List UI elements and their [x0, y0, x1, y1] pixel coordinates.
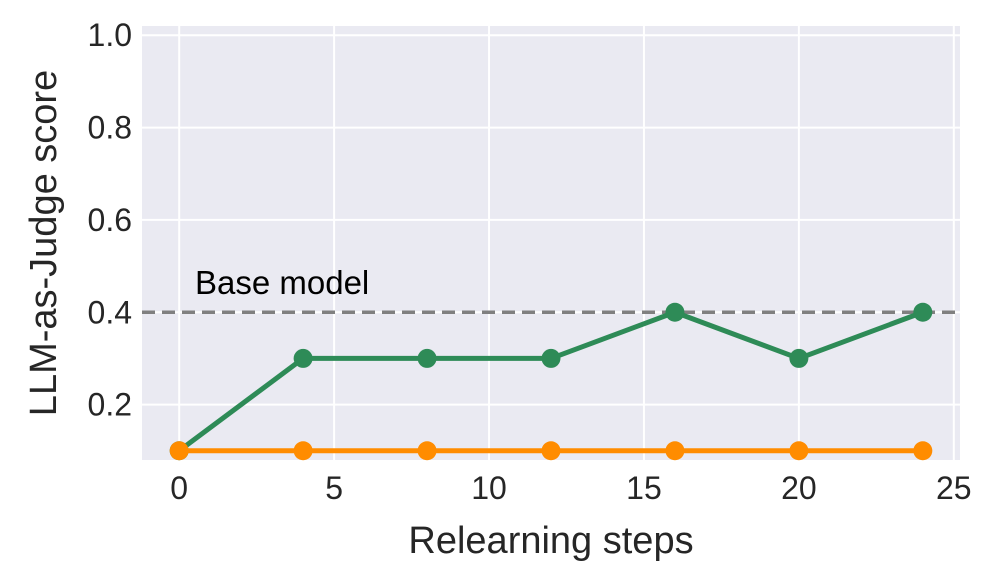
series-2-point	[665, 441, 685, 461]
x-tick-label: 15	[626, 470, 662, 506]
series-1-point	[789, 348, 809, 368]
x-tick-labels: 0 5 10 15 20 25	[170, 470, 971, 506]
series-2-point	[789, 441, 809, 461]
series-2-point	[169, 441, 189, 461]
y-tick-labels: 0.2 0.4 0.6 0.8 1.0	[88, 17, 132, 422]
series-2-point	[293, 441, 313, 461]
x-tick-label: 25	[936, 470, 972, 506]
x-tick-label: 5	[325, 470, 343, 506]
base-model-label: Base model	[195, 264, 369, 301]
y-tick-label: 0.2	[88, 387, 132, 423]
series-2-point	[417, 441, 437, 461]
plot-area	[142, 26, 960, 460]
series-1-point	[913, 302, 933, 322]
series-2-point	[913, 441, 933, 461]
series-2-point	[541, 441, 561, 461]
x-tick-label: 0	[170, 470, 188, 506]
x-axis-title: Relearning steps	[408, 520, 693, 562]
y-tick-label: 1.0	[88, 17, 132, 53]
series-1-point	[541, 348, 561, 368]
series-1-point	[417, 348, 437, 368]
y-axis-title: LLM-as-Judge score	[23, 70, 65, 416]
x-tick-label: 20	[781, 470, 817, 506]
y-tick-label: 0.4	[88, 294, 132, 330]
grid-lines	[142, 26, 960, 460]
y-tick-label: 0.8	[88, 110, 132, 146]
series-group	[169, 302, 933, 461]
x-tick-label: 10	[471, 470, 507, 506]
y-tick-label: 0.6	[88, 202, 132, 238]
series-1-point	[665, 302, 685, 322]
series-1-point	[293, 348, 313, 368]
